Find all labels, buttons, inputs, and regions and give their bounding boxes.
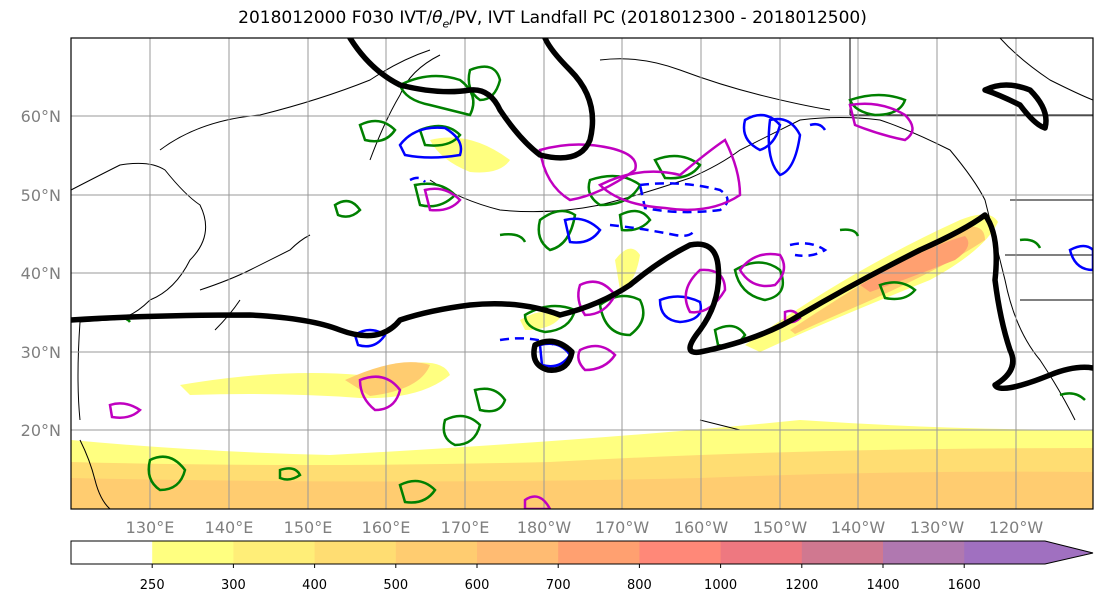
- lon-label-150e: 150°E: [284, 518, 333, 537]
- colorbar-tick-label: 250: [140, 578, 165, 593]
- colorbar-segment-below: [71, 541, 153, 564]
- colorbar-tick-label: 600: [465, 578, 490, 593]
- colorbar-segment: [233, 541, 316, 564]
- colorbar-outline: [70, 540, 1094, 565]
- lat-label-40: 40°N: [21, 264, 61, 283]
- map-plot-area: [71, 38, 1093, 509]
- lon-label-120w: 120°W: [989, 518, 1044, 537]
- colorbar-tick-label: 1200: [785, 578, 818, 593]
- lon-label-160w: 160°W: [674, 518, 729, 537]
- map-title: 2018012000 F030 IVT/θe/PV, IVT Landfall …: [238, 8, 867, 31]
- colorbar-segments: [71, 541, 1093, 564]
- colorbar-tick-label: 1400: [866, 578, 899, 593]
- colorbar-segment: [477, 541, 559, 564]
- lon-label-170w: 170°W: [595, 518, 650, 537]
- colorbar-tick-label: 300: [221, 578, 246, 593]
- colorbar-segment: [395, 541, 478, 564]
- colorbar-segment: [883, 541, 965, 564]
- coastlines: [71, 38, 1093, 509]
- colorbar: 250 300 400 500 600 700 800 1000 1200 1400 1600: [70, 540, 1094, 593]
- colorbar-segment: [152, 541, 234, 564]
- colorbar-segment: [964, 541, 1093, 564]
- colorbar-tick-label: 800: [627, 578, 652, 593]
- colorbar-segment: [558, 541, 640, 564]
- lon-label-150w: 150°W: [753, 518, 808, 537]
- ivt-contours-black: [71, 38, 1093, 392]
- colorbar-tick-label: 1600: [948, 578, 981, 593]
- colorbar-tick-label: 500: [383, 578, 408, 593]
- colorbar-tick-label: 400: [302, 578, 327, 593]
- lon-label-180w: 180°W: [517, 518, 572, 537]
- colorbar-ticks: 250 300 400 500 600 700 800 1000 1200 1400 1600: [140, 564, 981, 593]
- map-frame: [70, 37, 1094, 510]
- lat-label-20: 20°N: [21, 421, 61, 440]
- colorbar-segment: [314, 541, 397, 564]
- colorbar-segment: [639, 541, 722, 564]
- ivt-shading: [71, 137, 1093, 509]
- lon-label-160e: 160°E: [362, 518, 411, 537]
- lat-label-50: 50°N: [21, 186, 61, 205]
- lat-label-30: 30°N: [21, 343, 61, 362]
- graticule: [71, 38, 1093, 509]
- colorbar-tick-label: 700: [546, 578, 571, 593]
- lon-label-140e: 140°E: [205, 518, 254, 537]
- lon-label-130e: 130°E: [126, 518, 175, 537]
- lon-label-130w: 130°W: [910, 518, 965, 537]
- colorbar-segment: [720, 541, 803, 564]
- longitude-labels: 130°E 140°E 150°E 160°E 170°E 180°W 170°…: [126, 518, 1044, 537]
- latitude-labels: 60°N 50°N 40°N 30°N 20°N: [21, 107, 61, 440]
- lat-label-60: 60°N: [21, 107, 61, 126]
- lon-label-140w: 140°W: [831, 518, 886, 537]
- colorbar-tick-label: 1000: [704, 578, 737, 593]
- lon-label-170e: 170°E: [441, 518, 490, 537]
- colorbar-segment: [801, 541, 884, 564]
